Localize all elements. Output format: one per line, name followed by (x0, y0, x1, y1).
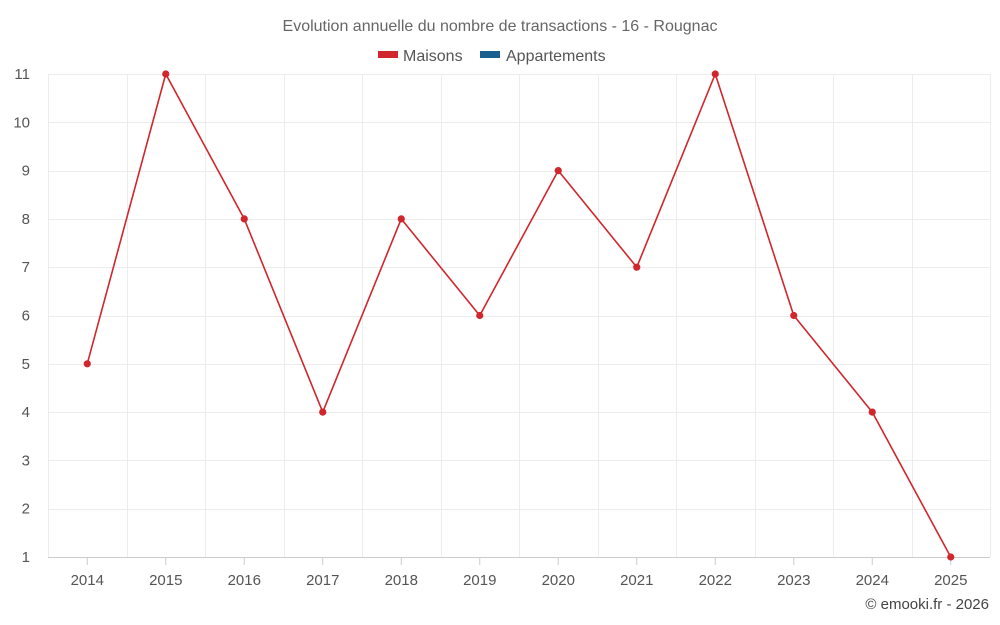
x-tick-label: 2025 (934, 572, 967, 589)
y-tick-label: 6 (22, 308, 30, 325)
y-axis-ticks: 1 2 3 4 5 6 7 8 9 10 11 (13, 66, 30, 566)
data-point-maisons-2019[interactable] (476, 311, 484, 320)
data-point-maisons-2024[interactable] (868, 408, 876, 416)
legend-item-appartements[interactable]: Appartements (480, 48, 606, 65)
series-line-maisons (86, 73, 952, 558)
legend-label-maisons: Maisons (403, 48, 463, 65)
x-tick-label: 2024 (856, 572, 889, 589)
legend-label-appartements: Appartements (506, 48, 606, 65)
x-tick-label: 2015 (149, 572, 182, 589)
x-axis-ticks: 2014 2015 2016 2017 2018 2019 2020 2021 2022 2023… (71, 557, 967, 589)
data-point-maisons-2015[interactable] (162, 70, 170, 78)
series-layer (83, 70, 955, 561)
x-tick-label: 2023 (777, 572, 810, 589)
x-tick-label: 2021 (620, 572, 653, 589)
x-tick-label: 2019 (463, 572, 496, 589)
y-tick-label: 11 (14, 66, 30, 83)
data-point-maisons-2023[interactable] (790, 311, 798, 320)
x-tick-label: 2022 (699, 572, 732, 589)
y-tick-label: 8 (22, 211, 30, 228)
x-tick-label: 2017 (306, 572, 339, 589)
data-point-maisons-2021[interactable] (633, 263, 641, 271)
data-point-maisons-2016[interactable] (240, 215, 248, 223)
y-tick-label: 4 (22, 404, 30, 421)
legend: Maisons Appartements (378, 48, 606, 65)
data-point-maisons-2020[interactable] (554, 167, 562, 175)
y-tick-label: 1 (22, 549, 30, 566)
x-tick-label: 2020 (542, 572, 575, 589)
data-point-maisons-2018[interactable] (397, 215, 405, 223)
x-tick-label: 2014 (71, 572, 104, 589)
legend-item-maisons[interactable]: Maisons (378, 48, 463, 65)
data-point-maisons-2017[interactable] (319, 408, 327, 416)
data-point-maisons-2014[interactable] (83, 360, 91, 368)
y-tick-label: 2 (22, 501, 30, 518)
legend-swatch-appartements (480, 51, 500, 58)
chart-title: Evolution annuelle du nombre de transact… (283, 18, 718, 35)
y-tick-label: 10 (13, 114, 30, 131)
y-tick-label: 3 (22, 452, 30, 469)
data-point-maisons-2025[interactable] (947, 553, 955, 561)
legend-swatch-maisons (378, 51, 398, 58)
y-tick-label: 7 (22, 259, 30, 276)
x-tick-label: 2018 (385, 572, 418, 589)
x-tick-label: 2016 (228, 572, 261, 589)
credit-text: © emooki.fr - 2026 (865, 596, 989, 613)
data-point-maisons-2022[interactable] (711, 70, 719, 78)
x-gridlines (48, 74, 991, 557)
y-tick-label: 5 (22, 356, 30, 373)
y-tick-label: 9 (22, 163, 30, 180)
